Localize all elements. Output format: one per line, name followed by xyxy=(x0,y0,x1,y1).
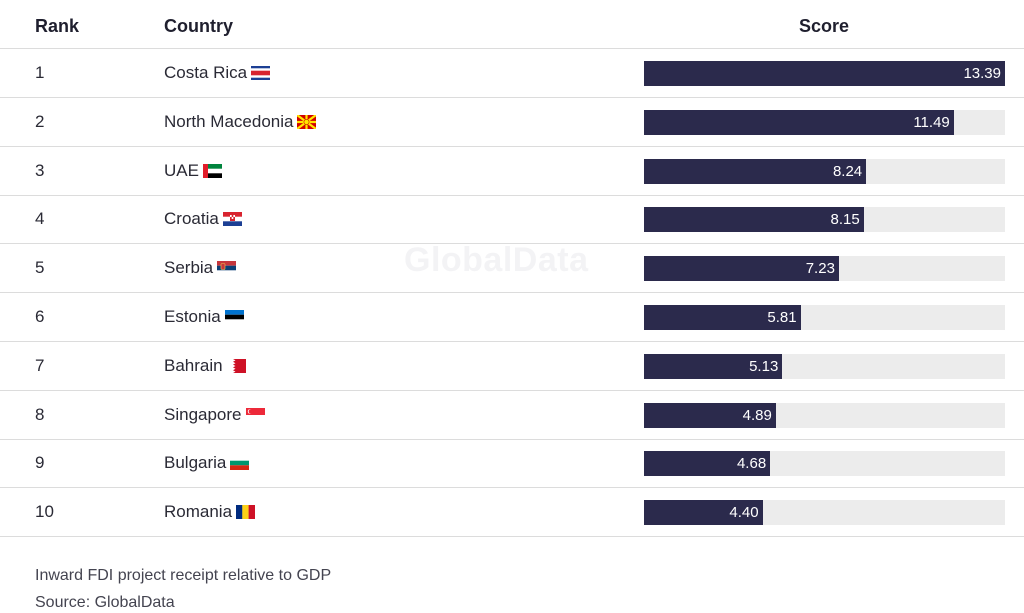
north-macedonia-flag-icon xyxy=(296,113,318,130)
country-name: Romania xyxy=(164,502,233,522)
country-cell: Bahrain xyxy=(164,356,246,376)
country-cell: Costa Rica xyxy=(164,63,271,83)
table-row: 2 North Macedonia 11.49 xyxy=(0,98,1024,147)
country-cell: Singapore xyxy=(164,405,265,425)
rank-cell: 1 xyxy=(35,63,45,82)
bulgaria-flag-icon xyxy=(230,455,250,471)
country-name: UAE xyxy=(164,160,199,180)
score-label: 8.24 xyxy=(832,162,863,180)
bahrain-flag-icon xyxy=(226,358,246,373)
croatia-flag-icon xyxy=(222,211,242,227)
country-cell: Estonia xyxy=(164,307,244,327)
costa-rica-flag-icon xyxy=(251,65,271,80)
country-header: Country xyxy=(164,16,233,36)
rank-cell: 5 xyxy=(35,258,45,278)
bar-track: 11.49 xyxy=(644,109,1005,135)
rank-cell: 4 xyxy=(35,209,45,229)
score-label: 11.49 xyxy=(913,113,950,131)
rank-cell: 10 xyxy=(35,502,54,522)
score-bar: 5.81 xyxy=(644,305,801,330)
score-bar: 4.68 xyxy=(644,451,771,477)
score-bar: 5.13 xyxy=(644,353,783,379)
country-name: Croatia xyxy=(164,209,219,229)
country-name: Bulgaria xyxy=(164,453,227,473)
table-row: 8 Singapore 4.89 xyxy=(0,391,1024,440)
score-bar: 13.39 xyxy=(644,61,1005,86)
rank-cell: 7 xyxy=(35,355,45,375)
score-label: 7.23 xyxy=(805,260,835,278)
score-label: 4.68 xyxy=(736,455,767,473)
country-name: Bahrain xyxy=(164,355,223,375)
bar-track: 8.24 xyxy=(644,158,1005,184)
score-bar: 4.89 xyxy=(644,402,776,428)
score-bar: 8.24 xyxy=(644,158,867,184)
bar-track: 5.81 xyxy=(644,305,1005,330)
country-cell: Romania xyxy=(164,502,256,522)
table-row: 10 Romania 4.40 xyxy=(0,488,1024,538)
table-row: 7 Bahrain 5.13 xyxy=(0,342,1024,391)
watermark: GlobalData xyxy=(404,241,589,279)
rank-cell: 9 xyxy=(35,453,45,473)
country-cell: Bulgaria xyxy=(164,453,250,473)
bar-track: 13.39 xyxy=(644,61,1005,86)
country-cell: Serbia xyxy=(164,258,237,278)
score-label: 5.13 xyxy=(749,357,779,375)
romania-flag-icon xyxy=(236,504,256,520)
score-bar: 7.23 xyxy=(644,256,839,282)
table-row: 9 Bulgaria 4.68 xyxy=(0,439,1024,489)
score-header: Score xyxy=(799,16,850,36)
score-bar: 4.40 xyxy=(644,500,763,526)
table-header: Rank Country Score xyxy=(0,0,1024,49)
rank-cell: 6 xyxy=(35,307,45,326)
score-label: 5.81 xyxy=(767,309,797,326)
score-bar: 8.15 xyxy=(644,207,864,233)
country-cell: Croatia xyxy=(164,209,242,229)
score-label: 13.39 xyxy=(963,65,1001,82)
country-cell: UAE xyxy=(164,161,222,181)
country-name: Estonia xyxy=(164,307,221,326)
bar-track: 4.89 xyxy=(644,402,1005,428)
table-row: 5 Serbia 7.23 xyxy=(0,244,1024,294)
score-label: 4.89 xyxy=(742,406,772,424)
bar-track: 7.23 xyxy=(644,256,1005,282)
country-name: Serbia xyxy=(164,258,214,278)
bar-track: 5.13 xyxy=(644,353,1005,379)
bar-track: 4.40 xyxy=(644,500,1005,526)
table-row: 3 UAE 8.24 xyxy=(0,147,1024,196)
singapore-flag-icon xyxy=(245,407,265,422)
rank-cell: 3 xyxy=(35,160,45,180)
rank-cell: 8 xyxy=(35,404,45,424)
footnote: Inward FDI project receipt relative to G… xyxy=(35,567,332,584)
bar-track: 4.68 xyxy=(644,451,1005,477)
table-row: 4 Croatia 8.15 xyxy=(0,195,1024,245)
rank-cell: 2 xyxy=(35,111,45,131)
bar-track: 8.15 xyxy=(644,207,1005,233)
serbia-flag-icon xyxy=(217,260,237,276)
country-name: Costa Rica xyxy=(164,63,248,82)
uae-flag-icon xyxy=(202,163,222,178)
country-cell: North Macedonia xyxy=(164,111,318,132)
table-row: 6 Estonia 5.81 xyxy=(0,293,1024,342)
score-label: 8.15 xyxy=(830,211,860,229)
table-row: 1 Costa Rica 13.39 xyxy=(0,49,1024,98)
source-note: Source: GlobalData xyxy=(35,594,175,611)
estonia-flag-icon xyxy=(224,309,244,324)
country-name: Singapore xyxy=(164,404,242,424)
score-label: 4.40 xyxy=(729,504,759,522)
rank-header: Rank xyxy=(35,16,80,36)
country-name: North Macedonia xyxy=(164,111,294,131)
score-bar: 11.49 xyxy=(644,109,954,135)
